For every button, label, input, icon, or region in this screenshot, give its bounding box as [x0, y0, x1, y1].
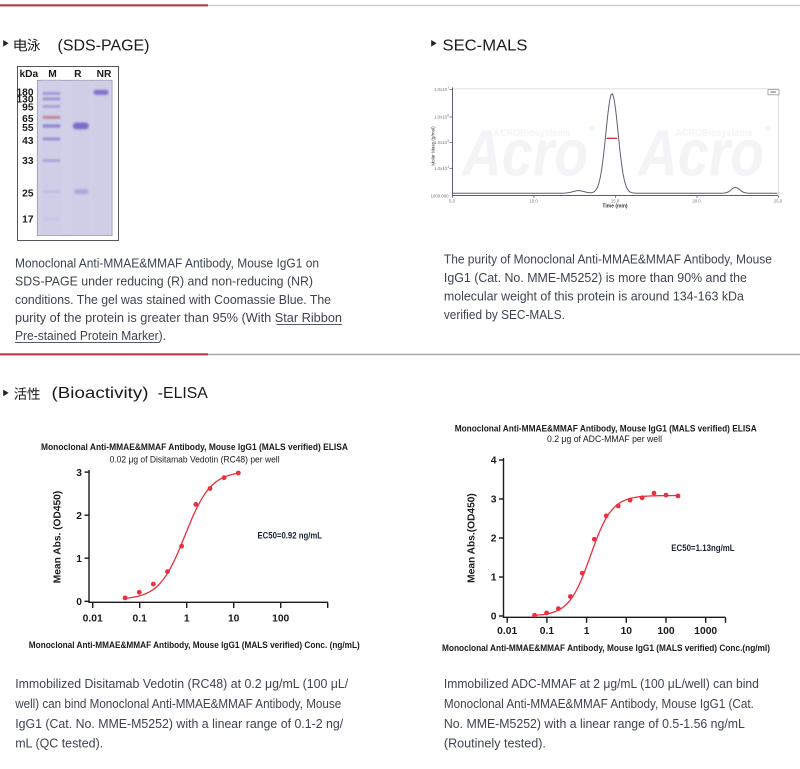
svg-text:Acro: Acro [460, 116, 588, 190]
svg-text:100: 100 [272, 613, 289, 624]
svg-text:kDa: kDa [19, 69, 38, 80]
svg-text:33: 33 [22, 156, 34, 167]
svg-text:EC50=1.13ng/mL: EC50=1.13ng/mL [671, 542, 735, 553]
svg-text:55: 55 [22, 123, 34, 134]
svg-text:EC50=0.92 ng/mL: EC50=0.92 ng/mL [258, 529, 323, 540]
svg-text:1: 1 [76, 554, 82, 565]
svg-text:5.0: 5.0 [449, 198, 456, 203]
svg-text:1.0x10: 1.0x10 [434, 87, 448, 92]
svg-text:180: 180 [17, 87, 34, 98]
svg-text:SEC-MALS: SEC-MALS [443, 38, 528, 55]
svg-text:Monoclonal Anti-MMAE&MMAF Anti: Monoclonal Anti-MMAE&MMAF Antibody, Mous… [29, 639, 360, 650]
svg-text:-ELISA: -ELISA [158, 385, 209, 402]
svg-text:1.0x10: 1.0x10 [434, 166, 448, 171]
svg-text:R: R [74, 69, 82, 80]
svg-text:4: 4 [447, 165, 449, 169]
svg-text:Monoclonal Anti-MMAE&MMAF Anti: Monoclonal Anti-MMAE&MMAF Antibody, Mous… [15, 256, 319, 270]
svg-text:Time (min): Time (min) [602, 204, 628, 210]
svg-text:6: 6 [447, 113, 449, 117]
svg-text:No. MME-M5252) with a linear r: No. MME-M5252) with a linear range of 0.… [444, 717, 745, 731]
svg-text:well) can bind Monoclonal Anti: well) can bind Monoclonal Anti-MMAE&MMAF… [14, 697, 341, 711]
svg-text:10.0: 10.0 [529, 198, 538, 203]
svg-text:Monoclonal Anti-MMAE&MMAF Anti: Monoclonal Anti-MMAE&MMAF Antibody, Mous… [41, 442, 348, 452]
svg-text:(Bioactivity): (Bioactivity) [52, 385, 149, 402]
svg-text:5: 5 [447, 139, 449, 143]
svg-text:1: 1 [184, 613, 190, 624]
svg-text:43: 43 [22, 136, 34, 147]
svg-text:4: 4 [491, 456, 497, 467]
svg-text:0: 0 [76, 597, 82, 608]
svg-text:25: 25 [22, 188, 34, 199]
svg-text:Monoclonal Anti-MMAE&MMAF Anti: Monoclonal Anti-MMAE&MMAF Antibody, Mous… [444, 697, 754, 711]
svg-text:100: 100 [657, 626, 674, 637]
svg-text:Immobilized ADC-MMAF at 2 μg/m: Immobilized ADC-MMAF at 2 μg/mL (100 μL/… [444, 677, 759, 691]
svg-text:verified by SEC-MALS.: verified by SEC-MALS. [444, 308, 565, 322]
svg-text:3: 3 [491, 495, 497, 506]
svg-text:Monoclonal Anti-MMAE&MMAF Anti: Monoclonal Anti-MMAE&MMAF Antibody, Mous… [455, 424, 757, 434]
svg-text:Mean Abs. (OD450): Mean Abs. (OD450) [53, 491, 64, 583]
svg-text:2: 2 [76, 511, 82, 522]
svg-text:20.0: 20.0 [692, 198, 701, 203]
svg-text:0.01: 0.01 [497, 626, 517, 637]
svg-text:IgG1 (Cat. No. MME-M5252) with: IgG1 (Cat. No. MME-M5252) with a linear … [15, 717, 343, 731]
svg-text:(Routinely tested).: (Routinely tested). [444, 737, 546, 751]
svg-text:17: 17 [22, 215, 34, 226]
svg-text:130: 130 [17, 95, 34, 106]
svg-text:NR: NR [97, 69, 112, 80]
svg-text:mL (QC tested).: mL (QC tested). [15, 737, 103, 751]
svg-text:1000: 1000 [694, 626, 717, 637]
svg-text:3: 3 [76, 468, 82, 479]
svg-text:1.0x10: 1.0x10 [434, 115, 448, 120]
svg-text:Monoclonal Anti-MMAE&MMAF Anti: Monoclonal Anti-MMAE&MMAF Antibody, Mous… [442, 642, 770, 653]
svg-text:0.2 μg of ADC-MMAF per well: 0.2 μg of ADC-MMAF per well [547, 434, 662, 444]
svg-text:7: 7 [447, 86, 449, 90]
svg-text:2: 2 [491, 534, 497, 545]
svg-text:1000.000: 1000.000 [431, 193, 450, 198]
svg-text:The purity of Monoclonal Anti-: The purity of Monoclonal Anti-MMAE&MMAF … [444, 253, 772, 267]
svg-text:10: 10 [228, 613, 240, 624]
svg-text:molecular weight of this prote: molecular weight of this protein is arou… [444, 289, 744, 303]
svg-text:0.1: 0.1 [133, 613, 148, 624]
svg-text:(SDS-PAGE): (SDS-PAGE) [58, 38, 150, 55]
svg-text:0.1: 0.1 [540, 626, 555, 637]
svg-text:ACROBiosystems: ACROBiosystems [494, 128, 571, 139]
svg-text:Acro: Acro [636, 116, 764, 190]
svg-text:1.0x10: 1.0x10 [434, 140, 448, 145]
svg-text:25.0: 25.0 [774, 198, 783, 203]
svg-text:1: 1 [491, 573, 497, 584]
svg-text:95: 95 [22, 103, 34, 114]
svg-text:ACROBiosystems: ACROBiosystems [676, 128, 753, 139]
svg-text:Molar Mass (g/mol): Molar Mass (g/mol) [431, 126, 436, 166]
svg-text:10: 10 [621, 626, 633, 637]
svg-text:15.0: 15.0 [611, 198, 620, 203]
svg-text:0.02 μg of Disitamab Vedotin (: 0.02 μg of Disitamab Vedotin (RC48) per … [110, 455, 280, 465]
svg-text:IgG1 (Cat. No. MME-M5252) is m: IgG1 (Cat. No. MME-M5252) is more than 9… [444, 271, 747, 285]
svg-text:Pre-stained Protein Marker).: Pre-stained Protein Marker). [15, 329, 166, 343]
svg-text:conditions. The gel was staine: conditions. The gel was stained with Coo… [15, 293, 331, 307]
svg-text:purity of the protein is great: purity of the protein is greater than 95… [15, 311, 342, 325]
svg-text:M: M [48, 69, 57, 80]
svg-text:1: 1 [584, 626, 590, 637]
svg-text:Immobilized Disitamab Vedotin: Immobilized Disitamab Vedotin (RC48) at … [15, 677, 348, 691]
svg-text:0: 0 [491, 612, 497, 623]
svg-text:SDS-PAGE under reducing (R) an: SDS-PAGE under reducing (R) and non-redu… [15, 275, 313, 289]
svg-text:65: 65 [22, 114, 34, 125]
svg-text:Mean Abs.(OD450): Mean Abs.(OD450) [467, 493, 478, 583]
svg-text:0.01: 0.01 [83, 613, 103, 624]
